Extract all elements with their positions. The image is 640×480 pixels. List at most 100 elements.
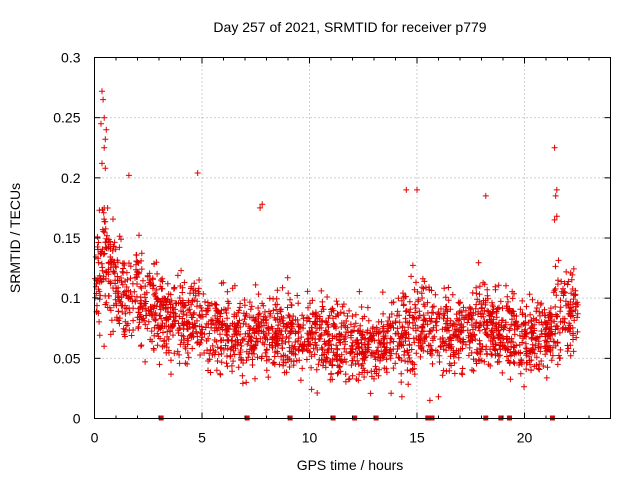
data-point	[188, 283, 195, 290]
data-point	[95, 310, 102, 317]
data-point	[536, 361, 543, 368]
data-point	[180, 322, 187, 329]
data-point	[205, 320, 212, 327]
x-tick-label: 15	[409, 430, 425, 446]
data-point	[283, 324, 290, 331]
data-point	[151, 261, 158, 268]
data-point	[447, 335, 454, 341]
data-point	[292, 339, 299, 345]
data-point	[243, 357, 250, 364]
data-point	[378, 339, 385, 346]
data-point	[356, 288, 363, 295]
data-point	[331, 323, 338, 330]
data-point	[412, 309, 419, 316]
data-point	[433, 318, 440, 325]
data-point	[565, 278, 572, 285]
data-point	[349, 346, 356, 353]
data-point	[285, 290, 292, 297]
data-point	[158, 277, 164, 284]
data-point	[166, 328, 173, 335]
data-point	[306, 318, 313, 325]
data-point	[436, 352, 443, 359]
data-point	[217, 370, 224, 377]
data-point	[137, 343, 144, 350]
data-point	[542, 351, 549, 358]
data-point	[148, 328, 155, 335]
data-point	[377, 357, 383, 364]
data-point	[96, 318, 103, 325]
data-point	[456, 300, 463, 307]
data-point	[496, 304, 502, 311]
data-point	[249, 362, 256, 368]
data-point	[398, 393, 405, 400]
data-point	[174, 348, 181, 355]
data-point	[308, 353, 315, 360]
data-point	[150, 282, 157, 289]
data-point	[340, 301, 347, 308]
data-point	[319, 346, 326, 353]
data-point	[99, 206, 106, 213]
data-point	[416, 308, 423, 315]
data-point	[119, 281, 126, 288]
data-point	[535, 338, 542, 345]
data-point	[248, 303, 255, 310]
data-point	[522, 313, 529, 320]
data-point	[311, 351, 318, 358]
data-point	[426, 315, 433, 322]
data-point	[538, 331, 545, 338]
data-point	[334, 370, 341, 377]
data-point	[290, 362, 297, 369]
data-point	[445, 284, 452, 291]
data-point	[209, 352, 216, 358]
data-point	[237, 324, 244, 330]
data-point	[335, 312, 342, 319]
data-point	[258, 319, 265, 326]
data-point	[511, 313, 518, 320]
data-point	[344, 324, 351, 331]
data-point	[190, 311, 197, 318]
x-tick-label: 10	[302, 430, 318, 446]
data-point	[112, 246, 119, 253]
data-point	[355, 377, 362, 384]
data-point	[517, 370, 524, 377]
data-point	[561, 280, 568, 287]
data-point	[121, 328, 128, 335]
data-point	[557, 355, 564, 361]
data-point	[120, 265, 127, 272]
data-point	[472, 336, 479, 343]
data-point	[177, 283, 184, 289]
data-point	[416, 312, 423, 319]
data-point	[99, 160, 105, 167]
data-point	[265, 327, 272, 334]
data-point	[494, 359, 501, 366]
data-point	[533, 305, 540, 311]
data-points	[91, 88, 581, 404]
data-point	[295, 329, 302, 336]
data-point	[572, 291, 579, 298]
data-point	[275, 322, 282, 329]
data-point	[436, 311, 443, 318]
data-point	[134, 281, 140, 287]
data-point	[110, 268, 117, 275]
data-point	[177, 325, 183, 331]
data-point	[177, 341, 184, 348]
data-point	[126, 293, 133, 300]
data-point	[329, 335, 336, 342]
data-point	[527, 348, 534, 354]
data-point	[202, 324, 209, 331]
data-point	[441, 312, 448, 319]
data-point	[330, 322, 337, 329]
data-point	[380, 310, 387, 317]
data-point	[195, 285, 202, 292]
data-point	[347, 321, 354, 328]
data-point	[522, 330, 529, 337]
data-point	[395, 354, 402, 361]
data-point	[375, 372, 382, 379]
data-point	[126, 305, 133, 312]
data-point	[204, 305, 211, 312]
data-point	[476, 283, 483, 290]
data-point	[418, 346, 425, 353]
data-point	[105, 266, 112, 273]
data-point	[186, 323, 193, 330]
data-point	[288, 329, 294, 336]
